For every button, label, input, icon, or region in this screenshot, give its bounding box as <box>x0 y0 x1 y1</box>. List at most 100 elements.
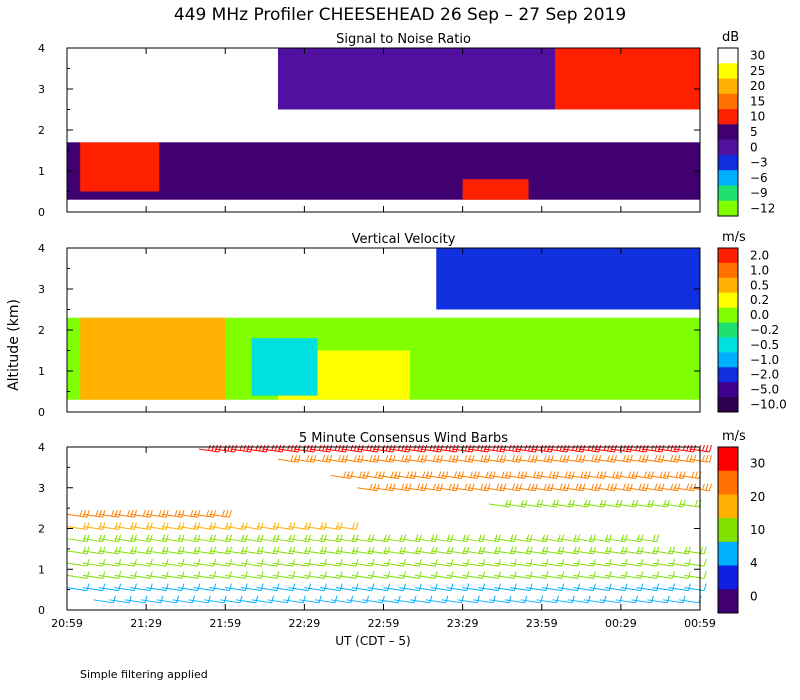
barb-shaft <box>288 587 309 592</box>
barb-flag <box>431 534 435 542</box>
barb-flag <box>543 483 547 490</box>
wind-barb <box>562 483 586 492</box>
wind-barb <box>241 571 264 579</box>
barb-flag <box>366 444 370 451</box>
barb-flag <box>462 534 466 542</box>
barb-flag <box>288 534 292 542</box>
barb-flag <box>355 583 359 591</box>
barb-flag <box>689 483 693 491</box>
barb-flag <box>257 534 261 542</box>
barb-shaft <box>652 587 673 592</box>
barb-flag <box>292 559 296 567</box>
barb-flag <box>244 546 248 555</box>
barb-flag <box>323 534 327 542</box>
barb-flag <box>381 595 385 603</box>
barb-flag <box>86 522 90 530</box>
barb-flag <box>360 444 364 453</box>
barb-flag <box>355 559 359 567</box>
barb-flag <box>643 471 647 478</box>
barb-flag <box>638 483 642 490</box>
wind-barb <box>161 546 185 555</box>
barb-flag <box>534 455 538 463</box>
barb-flag <box>636 534 640 542</box>
barb-flag <box>322 455 326 462</box>
barb-shaft <box>188 599 209 604</box>
barb-flag <box>133 534 137 542</box>
barb-flag <box>352 534 356 542</box>
barb-flag <box>165 583 169 591</box>
barb-flag <box>642 455 646 462</box>
barb-flag <box>497 546 501 555</box>
barb-flag <box>455 444 459 453</box>
barb-flag <box>489 471 493 479</box>
barb-flag <box>520 471 524 479</box>
barb-shaft <box>193 587 214 592</box>
barb-flag <box>547 455 551 462</box>
wind-barb <box>225 583 248 592</box>
barb-flag <box>708 455 712 463</box>
wind-barb <box>66 510 90 518</box>
wind-barb <box>241 546 264 555</box>
barb-flag <box>457 471 461 479</box>
wind-barb <box>415 571 438 579</box>
barb-shaft <box>441 599 462 604</box>
barb-shaft <box>668 562 689 567</box>
wind-barb <box>684 583 707 592</box>
barb-shaft <box>541 587 562 592</box>
barb-flag <box>578 444 582 452</box>
barb-shaft <box>82 562 103 567</box>
barb-shaft <box>251 599 272 604</box>
barb-flag <box>257 546 261 554</box>
barb-shaft <box>320 562 341 567</box>
barb-flag <box>686 444 690 452</box>
barb-flag <box>619 499 623 508</box>
barb-flag <box>682 499 686 508</box>
barb-flag <box>392 483 396 491</box>
barb-flag <box>561 571 565 579</box>
barb-flag <box>455 483 459 491</box>
barb-flag <box>682 444 686 451</box>
wind-barb <box>483 483 507 492</box>
colorbar-swatch <box>718 185 738 202</box>
barb-flag <box>520 499 524 507</box>
barb-flag <box>323 559 327 567</box>
barb-flag <box>320 522 324 530</box>
barb-flag <box>471 483 475 491</box>
barb-shaft <box>573 574 594 579</box>
barb-flag <box>496 483 500 490</box>
barb-flag <box>383 534 387 542</box>
barb-flag <box>638 455 642 462</box>
barb-flag <box>329 444 333 453</box>
wind-barb <box>636 583 660 592</box>
barb-flag <box>262 444 266 452</box>
colorbar-swatch <box>718 277 738 294</box>
barb-flag <box>624 559 628 567</box>
barb-flag <box>343 471 347 478</box>
barb-flag <box>336 522 340 530</box>
barb-flag <box>369 483 373 490</box>
wind-barb <box>552 499 575 508</box>
barb-shaft <box>98 562 119 567</box>
barb-flag <box>162 510 166 517</box>
region-upper-downdraft <box>436 248 700 310</box>
barb-flag <box>353 444 357 452</box>
wind-barb <box>541 559 565 567</box>
wind-barb <box>478 546 501 555</box>
barb-flag <box>652 546 656 554</box>
barb-flag <box>86 546 90 555</box>
barb-flag <box>390 471 394 478</box>
barb-flag <box>403 546 406 555</box>
barb-shaft <box>378 599 399 604</box>
barb-flag <box>86 534 90 542</box>
barb-flag <box>413 595 417 603</box>
barb-flag <box>244 522 248 530</box>
wind-barb <box>241 522 264 530</box>
barb-shaft <box>457 599 478 604</box>
wind-barb <box>357 455 380 463</box>
wind-barb <box>372 444 396 453</box>
wind-barb <box>124 595 148 604</box>
barb-flag <box>149 522 153 530</box>
wind-barb <box>98 559 122 567</box>
colorbar-label: −6 <box>750 171 768 185</box>
